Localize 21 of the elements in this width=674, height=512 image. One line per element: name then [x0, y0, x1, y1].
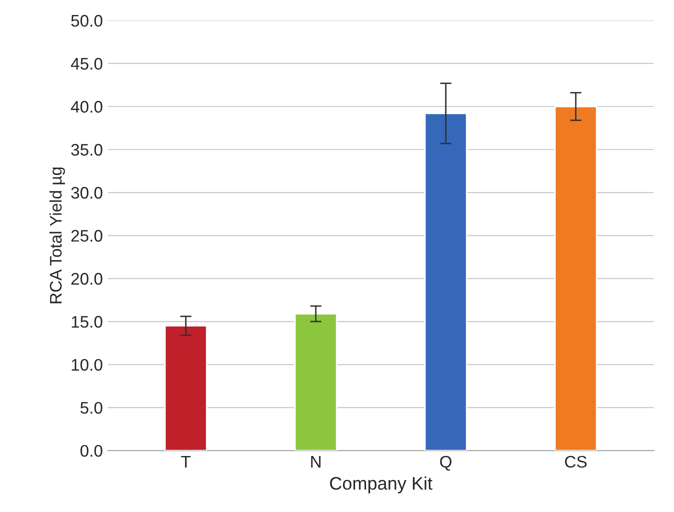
bar [424, 112, 468, 451]
y-tick-label: 10.0 [72, 358, 102, 371]
x-tick-label: T [181, 456, 191, 468]
bar [294, 313, 338, 451]
y-tick-label: 45.0 [70, 58, 102, 70]
y-tick-label: 15.0 [72, 316, 102, 328]
y-tick-label: 40.0 [70, 100, 102, 113]
y-tick-label: 0.0 [80, 444, 102, 457]
y-tick-label: 5.0 [80, 402, 102, 414]
y-tick-label: 30.0 [71, 186, 102, 199]
x-tick-label: Q [440, 456, 452, 471]
y-tick-label: 25.0 [71, 230, 102, 242]
y-tick-label: 20.0 [71, 272, 102, 285]
y-tick-label: 50.0 [71, 14, 102, 27]
x-tick-label: CS [565, 456, 587, 468]
x-tick-label: N [311, 456, 320, 468]
y-tick-label: 35.0 [71, 144, 102, 156]
x-axis-title: Company Kit [330, 476, 432, 494]
y-axis-title: RCA Total Yield µg [49, 168, 65, 304]
bar [554, 106, 598, 451]
bar [164, 325, 208, 451]
